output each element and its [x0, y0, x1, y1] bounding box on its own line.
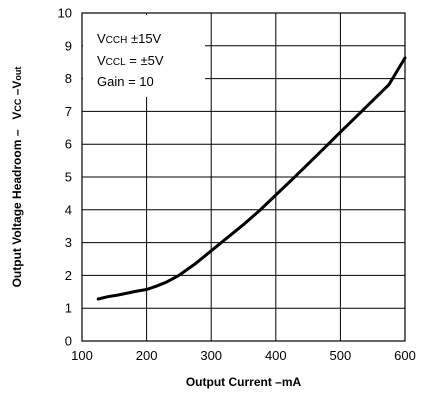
series-line — [96, 56, 407, 301]
y-tick-label: 1 — [65, 301, 72, 316]
y-tick-label: 5 — [65, 170, 72, 185]
x-tick-label: 100 — [71, 348, 93, 363]
y-tick-labels: 0 1 2 3 4 5 6 7 8 9 10 — [58, 6, 72, 349]
y-tick-label: 3 — [65, 235, 72, 250]
plot-frame — [81, 12, 406, 342]
y-tick-label: 10 — [58, 6, 72, 21]
y-tick-label: 6 — [65, 137, 72, 152]
y-tick-label: 9 — [65, 38, 72, 53]
y-tick-label: 2 — [65, 268, 72, 283]
x-tick-label: 600 — [394, 348, 416, 363]
annotation-background — [83, 15, 205, 97]
annotation-box: VCCH ±15V VCCL = ±5V Gain = 10 — [83, 15, 205, 97]
x-tick-label: 500 — [330, 348, 352, 363]
y-tick-label: 0 — [65, 334, 72, 349]
x-tick-label: 200 — [136, 348, 158, 363]
annotation-line-vccl: VCCL = ±5V — [97, 53, 164, 68]
x-tick-label: 400 — [265, 348, 287, 363]
y-tick-label: 8 — [65, 71, 72, 86]
annotation-line-vcch: VCCH ±15V — [97, 31, 162, 46]
y-axis-label: Output Voltage Headroom –VCC –Vout — [10, 67, 24, 288]
x-axis-label: Output Current –mA — [186, 375, 302, 389]
x-tick-labels: 100 200 300 400 500 600 — [71, 348, 416, 363]
y-tick-label: 4 — [65, 202, 72, 217]
y-tick-label: 7 — [65, 104, 72, 119]
annotation-line-gain: Gain = 10 — [97, 74, 154, 89]
x-tick-label: 300 — [200, 348, 222, 363]
